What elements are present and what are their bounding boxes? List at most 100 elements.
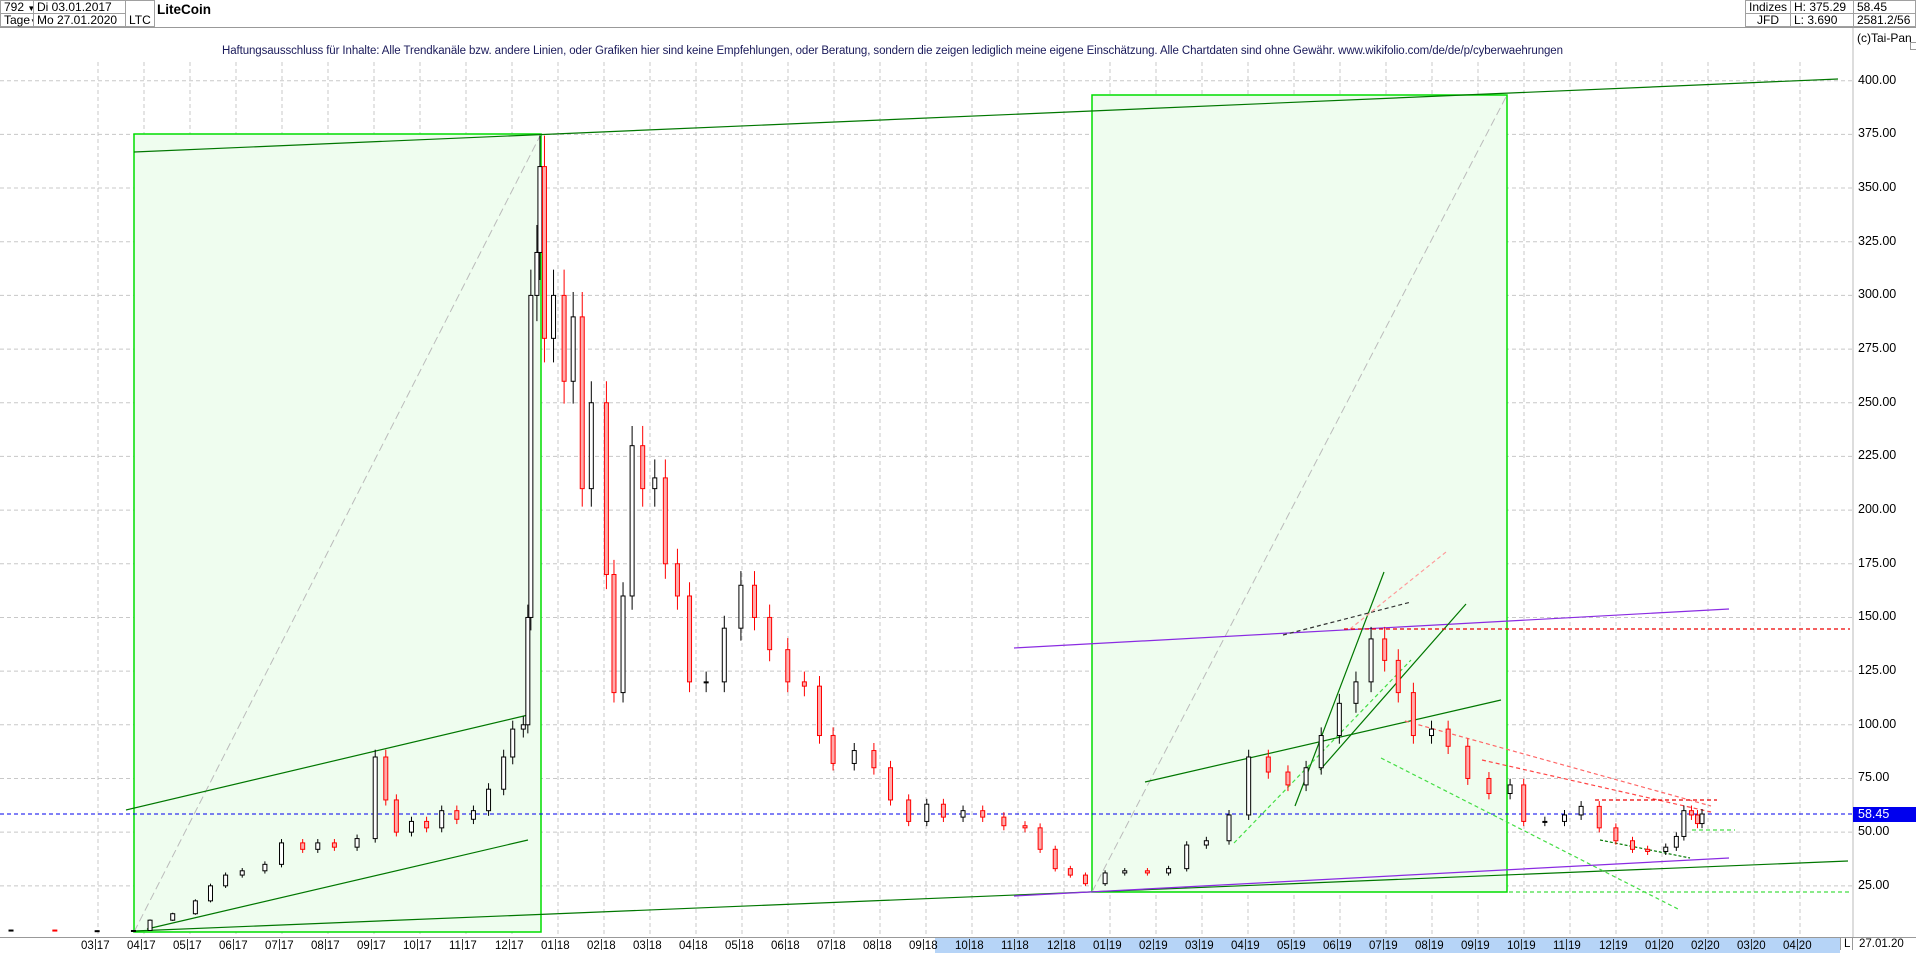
- y-tick-label: 50.00: [1858, 824, 1890, 839]
- scroll-handle[interactable]: [1910, 42, 1916, 50]
- candle-body: [662, 477, 668, 565]
- y-tick-label: 200.00: [1858, 502, 1897, 517]
- candle-body: [1699, 813, 1705, 825]
- candle: [1688, 805, 1694, 820]
- candle: [1630, 836, 1636, 853]
- candle-body: [528, 294, 534, 618]
- candle-body: [551, 294, 557, 339]
- x-tick-label: 11 18: [1001, 939, 1029, 952]
- candle-body: [300, 842, 306, 850]
- bars-count-select[interactable]: 792 ▼: [0, 0, 35, 14]
- x-tick-label: 02 20: [1691, 939, 1720, 952]
- trend-line: [146, 839, 529, 930]
- trend-line: [1294, 571, 1385, 807]
- candle: [1102, 870, 1108, 886]
- trend-line: [133, 78, 1839, 153]
- trend-line: [1599, 839, 1691, 859]
- candle: [372, 749, 378, 843]
- candle-body: [279, 842, 285, 865]
- candle: [147, 919, 153, 931]
- candle-body: [372, 756, 378, 840]
- candle: [980, 805, 986, 823]
- candles: [8, 135, 1705, 933]
- x-tick-label: 03 20: [1737, 939, 1766, 952]
- candle: [579, 291, 585, 507]
- candle-body: [1285, 771, 1291, 786]
- candle-body: [520, 724, 526, 730]
- candle-body: [801, 681, 807, 687]
- candle: [1001, 812, 1007, 831]
- x-tick-label: 03 17: [81, 939, 110, 952]
- candle-body: [1067, 868, 1073, 876]
- candle: [1507, 778, 1513, 800]
- x-tick-label: 10 17: [403, 939, 432, 952]
- candle-body: [223, 874, 229, 887]
- candle-body: [170, 913, 176, 921]
- end-date-field[interactable]: Mo 27.01.2020: [33, 13, 126, 27]
- candle-body: [871, 750, 877, 769]
- candle: [767, 604, 773, 662]
- candle-body: [1022, 825, 1028, 829]
- last-value: 58.45: [1853, 0, 1916, 14]
- x-tick-label: 01 19: [1093, 939, 1122, 952]
- x-tick-label: 03 19: [1185, 939, 1214, 952]
- candle-body: [1561, 814, 1567, 822]
- candle-body: [501, 756, 507, 790]
- x-tick-label: 07 19: [1369, 939, 1398, 952]
- candle: [785, 638, 791, 693]
- y-tick-label: 350.00: [1858, 180, 1897, 195]
- axis-end-marker[interactable]: L: [1840, 938, 1853, 950]
- candle-body: [1052, 848, 1058, 870]
- candle-body: [262, 863, 268, 872]
- candle: [1673, 832, 1679, 851]
- candle-body: [534, 251, 540, 296]
- candle-body: [1507, 784, 1513, 795]
- trend-line: [1282, 601, 1412, 636]
- candle: [1429, 720, 1435, 744]
- candle-body: [1542, 820, 1548, 823]
- y-tick-label: 275.00: [1858, 341, 1897, 356]
- candle: [674, 548, 680, 610]
- candle: [8, 929, 14, 932]
- candle: [1285, 765, 1291, 792]
- candle-body: [1037, 827, 1043, 850]
- candle-body: [541, 166, 547, 339]
- source-bottom: JFD: [1745, 13, 1791, 27]
- trend-line: [1013, 857, 1730, 897]
- candle: [1542, 816, 1548, 827]
- candle-body: [354, 838, 360, 848]
- diagonal-dashed-line: [1091, 94, 1508, 893]
- x-tick-label: 05 19: [1277, 939, 1306, 952]
- x-axis[interactable]: 03 17 04 17 05 17 06 17 07 17 08 17 09 17 10 17 11 17 12 17…: [0, 937, 1916, 953]
- candle-body: [888, 767, 894, 801]
- start-date-field[interactable]: Di 03.01.2017: [33, 0, 126, 14]
- candle-body: [1122, 870, 1128, 874]
- candle-body: [687, 595, 693, 683]
- period-select[interactable]: Tage▼: [0, 13, 38, 27]
- source-top: Indizes: [1745, 0, 1791, 14]
- candle-body: [486, 788, 492, 812]
- candle: [262, 861, 268, 874]
- candle: [1122, 868, 1128, 876]
- candle: [851, 743, 857, 771]
- candle: [561, 269, 567, 404]
- x-tick-label: 08 17: [311, 939, 340, 952]
- disclaimer-text: Haftungsausschluss für Inhalte: Alle Tre…: [222, 45, 1563, 57]
- candle-body: [1521, 784, 1527, 822]
- axis-end-date: 27.01.20: [1852, 938, 1904, 950]
- x-tick-label: 06 18: [771, 939, 800, 952]
- candle-body: [1681, 810, 1687, 837]
- candle-body: [1429, 728, 1435, 737]
- x-tick-label: 01 20: [1645, 939, 1674, 952]
- candle-body: [960, 810, 966, 818]
- x-tick-label: 02 18: [587, 939, 616, 952]
- candle: [1681, 805, 1687, 841]
- y-tick-label: 175.00: [1858, 555, 1897, 570]
- candle-body: [130, 929, 136, 932]
- candle-body: [1410, 692, 1416, 737]
- x-tick-label: 04 18: [679, 939, 708, 952]
- y-tick-label: 150.00: [1858, 609, 1897, 624]
- candle-body: [525, 616, 531, 726]
- candle-body: [315, 842, 321, 850]
